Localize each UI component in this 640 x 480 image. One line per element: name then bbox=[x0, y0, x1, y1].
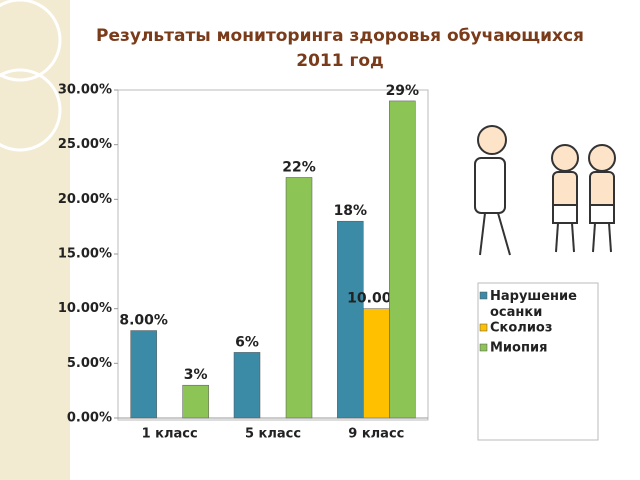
legend-swatch bbox=[479, 343, 488, 352]
data-label: 18% bbox=[334, 203, 368, 219]
x-tick-label: 9 класс bbox=[348, 427, 404, 442]
chart-title: Результаты мониторинга здоровья обучающи… bbox=[96, 26, 584, 46]
illustration bbox=[474, 125, 616, 256]
legend-label: Миопия bbox=[490, 341, 547, 356]
data-label: 3% bbox=[184, 367, 208, 383]
y-tick-label: 25.00% bbox=[58, 137, 112, 152]
y-tick-label: 0.00% bbox=[67, 411, 112, 426]
bar bbox=[130, 330, 157, 419]
legend-label: Сколиоз bbox=[490, 321, 552, 336]
bar bbox=[363, 308, 390, 419]
x-tick-label: 1 класс bbox=[142, 427, 198, 442]
x-tick-label: 5 класс bbox=[245, 427, 301, 442]
bar bbox=[285, 177, 313, 419]
y-tick-label: 10.00% bbox=[58, 301, 112, 316]
bar bbox=[389, 100, 416, 419]
legend-swatch bbox=[479, 323, 488, 332]
legend-label: Нарушение осанки bbox=[490, 289, 582, 320]
side-ornament bbox=[0, 0, 62, 152]
plot-area bbox=[117, 89, 429, 421]
y-tick-label: 15.00% bbox=[58, 247, 112, 262]
data-label: 22% bbox=[282, 159, 316, 175]
data-label: 8.00% bbox=[119, 313, 168, 329]
bar bbox=[182, 384, 209, 419]
data-label: 29% bbox=[386, 83, 420, 99]
y-tick-label: 30.00% bbox=[58, 83, 112, 98]
data-label: 6% bbox=[235, 334, 259, 350]
y-tick-label: 5.00% bbox=[67, 356, 112, 371]
y-tick-label: 20.00% bbox=[58, 192, 112, 207]
bar bbox=[233, 352, 261, 419]
legend-swatch bbox=[479, 291, 488, 300]
legend-box bbox=[477, 282, 599, 441]
bar bbox=[337, 220, 364, 419]
chart-subtitle: 2011 год bbox=[296, 51, 384, 71]
